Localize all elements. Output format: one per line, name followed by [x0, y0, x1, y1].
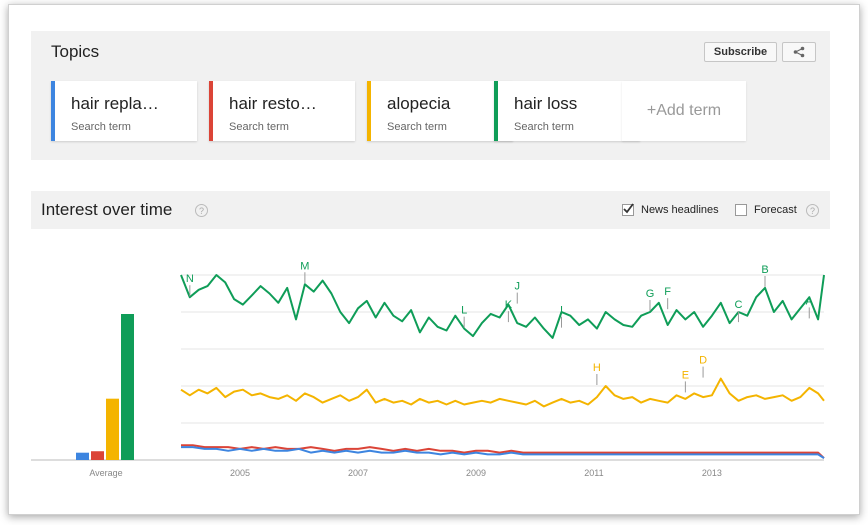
topics-panel: Topics Subscribe hair repla… Search term…	[31, 31, 830, 160]
annotation-label: J	[514, 281, 520, 293]
annotation-label: H	[593, 362, 601, 374]
term-type: Search term	[71, 121, 131, 133]
term-name: hair loss	[514, 94, 578, 113]
interest-over-time-title: Interest over time	[41, 200, 173, 219]
x-tick-label: 2013	[702, 468, 722, 478]
series-line	[180, 274, 825, 339]
average-bar	[91, 451, 104, 460]
term-name: hair resto…	[229, 94, 317, 113]
x-tick-label: 2011	[584, 468, 603, 478]
annotation-label: M	[300, 260, 309, 272]
annotation-label: G	[646, 288, 655, 300]
term-card-hair-restoration[interactable]: hair resto… Search term	[209, 81, 355, 141]
topics-title: Topics	[51, 42, 100, 61]
term-name: hair repla…	[71, 94, 159, 113]
annotation-label: N	[186, 273, 194, 285]
news-headlines-checkbox[interactable]	[622, 203, 634, 216]
share-icon	[793, 46, 805, 58]
term-name: alopecia	[387, 94, 451, 113]
annotation-label: A	[806, 295, 814, 307]
annotation-label: B	[761, 264, 768, 276]
average-label: Average	[89, 468, 122, 478]
term-type: Search term	[229, 121, 289, 133]
annotation-label: D	[699, 355, 707, 367]
term-type: Search term	[514, 121, 574, 133]
x-tick-label: 2009	[466, 468, 486, 478]
forecast-checkbox[interactable]	[735, 204, 747, 216]
term-type: Search term	[387, 121, 447, 133]
news-headlines-label: News headlines	[641, 204, 719, 216]
x-tick-label: 2007	[348, 468, 368, 478]
annotation-label: I	[560, 305, 563, 317]
share-button[interactable]	[782, 42, 816, 62]
term-card-alopecia[interactable]: alopecia Search term	[367, 81, 513, 141]
forecast-label: Forecast	[754, 204, 797, 216]
average-bar	[106, 398, 119, 460]
interest-over-time-header: Interest over time ? News headlines Fore…	[31, 191, 830, 229]
annotation-label: E	[682, 369, 689, 381]
add-term-button[interactable]: +Add term	[622, 81, 746, 141]
checkmark-icon	[623, 203, 634, 214]
subscribe-button[interactable]: Subscribe	[704, 42, 777, 62]
annotation-label: K	[505, 299, 513, 311]
annotation-label: F	[664, 286, 671, 298]
window-frame: Topics Subscribe hair repla… Search term…	[8, 4, 860, 515]
series-line	[181, 446, 825, 459]
average-bar	[121, 314, 134, 460]
forecast-help-icon[interactable]: ?	[806, 204, 819, 217]
term-card-hair-loss[interactable]: hair loss Search term	[494, 81, 640, 141]
term-card-hair-replacement[interactable]: hair repla… Search term	[51, 81, 197, 141]
average-bar	[76, 452, 89, 460]
series-line	[180, 377, 825, 408]
interest-chart: Average 2005 2007 2009 2011 2013 N M L KJ I G F C B A H E…	[31, 260, 825, 478]
annotation-label: C	[734, 299, 742, 311]
x-tick-label: 2005	[230, 468, 250, 478]
help-icon[interactable]: ?	[195, 204, 208, 217]
annotation-label: L	[461, 305, 467, 317]
